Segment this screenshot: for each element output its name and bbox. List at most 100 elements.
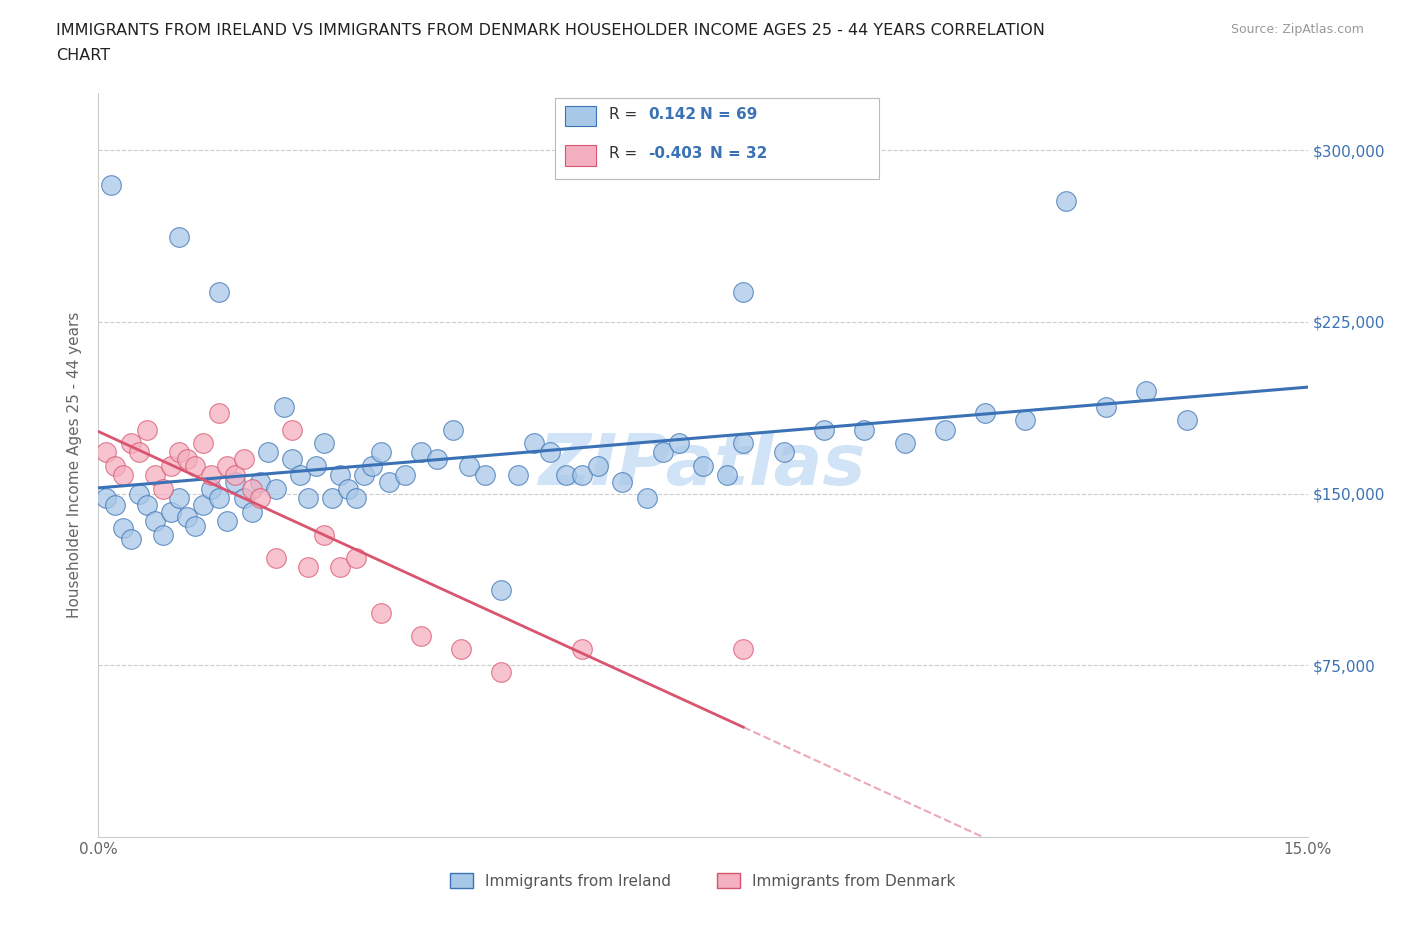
Point (264, 482, 287, 497)
Point (200, 482, 222, 497)
Point (224, 468, 246, 483)
Point (377, 474, 399, 489)
Text: 0.142: 0.142 (648, 107, 696, 122)
Point (217, 513, 239, 528)
Text: N = 32: N = 32 (710, 146, 768, 161)
Point (128, 445, 150, 459)
Legend: Immigrants from Ireland, Immigrants from Denmark: Immigrants from Ireland, Immigrants from… (443, 865, 963, 897)
Point (297, 560, 319, 575)
Point (571, 468, 593, 483)
Point (370, 445, 392, 459)
Point (232, 491, 254, 506)
Text: IMMIGRANTS FROM IRELAND VS IMMIGRANTS FROM DENMARK HOUSEHOLDER INCOME AGES 25 - : IMMIGRANTS FROM IRELAND VS IMMIGRANTS FR… (56, 23, 1045, 38)
Point (281, 422, 304, 437)
Point (184, 518, 207, 533)
Point (111, 468, 134, 483)
Y-axis label: Householder Income Ages 25 - 44 years: Householder Income Ages 25 - 44 years (67, 312, 83, 618)
Point (853, 422, 876, 437)
Point (733, 436, 755, 451)
Point (450, 642, 472, 657)
Point (321, 491, 343, 506)
Point (273, 399, 295, 414)
Point (208, 406, 231, 421)
Text: -0.403: -0.403 (648, 146, 703, 161)
Point (160, 458, 183, 473)
Point (111, 521, 134, 536)
Point (426, 452, 449, 467)
Point (394, 468, 416, 483)
Point (256, 445, 278, 459)
Point (281, 452, 304, 467)
Point (135, 498, 157, 512)
Point (176, 509, 198, 524)
Point (772, 445, 794, 459)
Point (103, 498, 125, 512)
Point (314, 527, 336, 542)
Point (193, 436, 215, 451)
Point (733, 285, 755, 299)
Point (974, 406, 997, 421)
Point (361, 458, 384, 473)
Point (523, 436, 546, 451)
Point (1054, 193, 1077, 208)
Point (1014, 413, 1036, 428)
Point (217, 458, 239, 473)
Text: CHART: CHART (56, 48, 110, 63)
Point (329, 560, 352, 575)
Text: N = 69: N = 69 (700, 107, 758, 122)
Point (240, 482, 263, 497)
Point (733, 642, 755, 657)
Point (152, 482, 174, 497)
Point (612, 474, 634, 489)
Point (143, 468, 166, 483)
Point (344, 491, 367, 506)
Point (100, 177, 122, 192)
Point (692, 458, 714, 473)
Point (538, 445, 561, 459)
Point (143, 513, 166, 528)
Point (264, 551, 287, 565)
Point (176, 452, 198, 467)
Point (491, 582, 513, 597)
Point (1095, 399, 1118, 414)
Point (167, 491, 190, 506)
Text: R =: R = (609, 146, 643, 161)
Point (329, 468, 352, 483)
Point (184, 458, 207, 473)
Point (224, 474, 246, 489)
Point (934, 422, 956, 437)
Text: R =: R = (609, 107, 643, 122)
Point (314, 436, 336, 451)
Point (409, 445, 432, 459)
Point (120, 532, 142, 547)
Point (1135, 383, 1157, 398)
Point (200, 468, 222, 483)
Point (208, 285, 231, 299)
Point (167, 445, 190, 459)
Point (297, 491, 319, 506)
Point (128, 486, 150, 501)
Point (458, 458, 481, 473)
Point (409, 628, 432, 643)
Point (353, 468, 375, 483)
Point (167, 230, 190, 245)
Point (103, 458, 125, 473)
Point (893, 436, 915, 451)
Point (813, 422, 835, 437)
Point (1175, 413, 1198, 428)
Point (651, 445, 673, 459)
Point (193, 498, 215, 512)
Point (506, 468, 529, 483)
Point (208, 491, 231, 506)
Point (337, 482, 360, 497)
Point (555, 468, 578, 483)
Point (152, 527, 174, 542)
Point (474, 468, 496, 483)
Point (636, 491, 658, 506)
Point (288, 468, 311, 483)
Point (240, 504, 263, 519)
Point (716, 468, 738, 483)
Point (491, 665, 513, 680)
Point (96, 445, 118, 459)
Text: ZIPatlas: ZIPatlas (540, 431, 866, 499)
